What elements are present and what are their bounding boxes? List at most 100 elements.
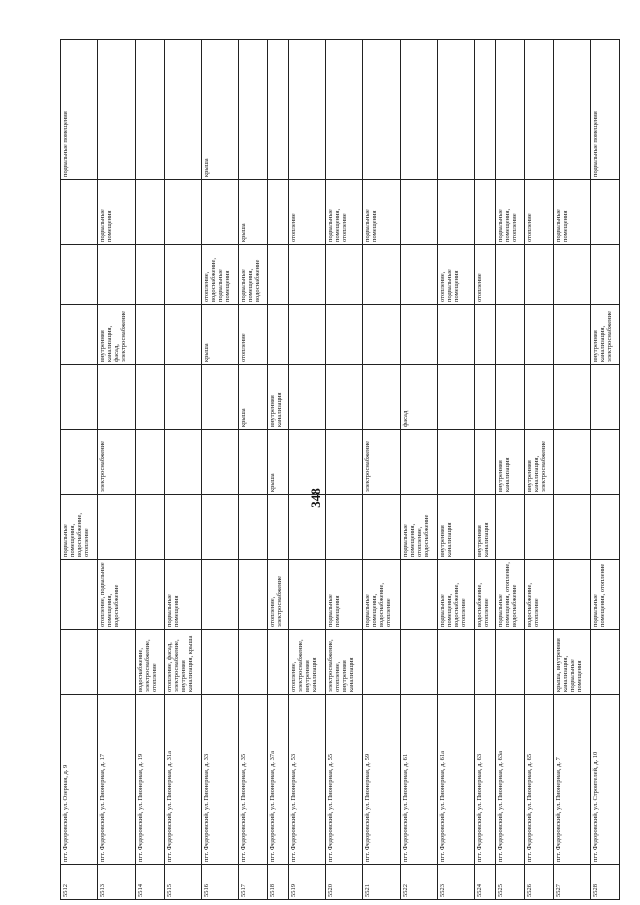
- table-row: 5523 пгт. Федоровский, ул. Пионерная, д. …: [437, 39, 475, 900]
- work-cell: фасад: [400, 364, 438, 430]
- work-cell: отопление: [474, 244, 496, 305]
- work-cell: подвальные помещения, водоснабжение, ото…: [437, 559, 475, 630]
- empty-cell: [267, 629, 289, 695]
- row-number: 5515: [164, 864, 202, 900]
- work-cell: водоснабжение, отопление: [524, 559, 554, 630]
- work-cell: внутренняя канализация: [437, 494, 475, 560]
- empty-cell: [362, 629, 401, 695]
- empty-cell: [590, 244, 620, 305]
- empty-cell: [474, 429, 496, 495]
- row-number: 5520: [325, 864, 363, 900]
- row-number: 5512: [60, 864, 98, 900]
- table-row: 5522 пгт. Федоровский, ул. Пионерная, д. …: [400, 39, 438, 900]
- table-row: 5513 пгт. Федоровский, ул. Пионерная, д. …: [97, 39, 136, 900]
- empty-cell: [474, 179, 496, 245]
- empty-cell: [325, 429, 363, 495]
- work-cell: подвальные помещения: [553, 179, 591, 245]
- empty-cell: [288, 559, 326, 630]
- empty-cell: [590, 364, 620, 430]
- row-number: 5526: [524, 864, 554, 900]
- empty-cell: [590, 629, 620, 695]
- address: пгт. Федоровский, ул. Пионерная, д. 7: [553, 694, 591, 865]
- address: пгт. Федоровский, ул. Пионерная, д. 61: [400, 694, 438, 865]
- empty-cell: [495, 244, 525, 305]
- empty-cell: [524, 39, 554, 180]
- empty-cell: [325, 494, 363, 560]
- empty-cell: [164, 39, 202, 180]
- table-row: 5525 пгт. Федоровский, ул. Пионерная, д. …: [495, 39, 525, 900]
- work-cell: подвальные помещения, водоснабжение, ото…: [60, 494, 98, 560]
- empty-cell: [135, 304, 165, 365]
- empty-cell: [135, 39, 165, 180]
- empty-cell: [474, 364, 496, 430]
- empty-cell: [553, 304, 591, 365]
- empty-cell: [97, 364, 136, 430]
- row-number: 5519: [288, 864, 326, 900]
- empty-cell: [201, 429, 239, 495]
- empty-cell: [474, 39, 496, 180]
- empty-cell: [201, 179, 239, 245]
- empty-cell: [238, 629, 268, 695]
- work-cell: подвальные помещения, отопление, водосна…: [495, 559, 525, 630]
- empty-cell: [437, 629, 475, 695]
- work-cell: электроснабжение: [362, 429, 401, 495]
- work-cell: подвальные помещения, отопление: [495, 179, 525, 245]
- table-row: 5520 пгт. Федоровский, ул. Пионерная, д. …: [325, 39, 363, 900]
- empty-cell: [474, 629, 496, 695]
- address: пгт. Федоровский, ул. Пионерная, д. 17: [97, 694, 136, 865]
- empty-cell: [135, 429, 165, 495]
- empty-cell: [164, 494, 202, 560]
- empty-cell: [495, 629, 525, 695]
- address: пгт. Федоровский, ул. Пионерная, д. 19: [135, 694, 165, 865]
- address: пгт. Федоровский, ул. Пионерная, д. 35: [238, 694, 268, 865]
- row-number: 5524: [474, 864, 496, 900]
- empty-cell: [400, 559, 438, 630]
- work-cell: отопление: [524, 179, 554, 245]
- address: пгт. Федоровский, ул. Пионерная, д. 63а: [495, 694, 525, 865]
- empty-cell: [437, 39, 475, 180]
- empty-cell: [60, 364, 98, 430]
- empty-cell: [238, 39, 268, 180]
- empty-cell: [60, 429, 98, 495]
- address: пгт. Федоровский, ул. Пионерная, д. 65: [524, 694, 554, 865]
- work-cell: подвальные помещения: [60, 39, 98, 180]
- empty-cell: [325, 304, 363, 365]
- empty-cell: [524, 364, 554, 430]
- empty-cell: [164, 304, 202, 365]
- empty-cell: [164, 429, 202, 495]
- row-number: 5521: [362, 864, 401, 900]
- table-row: 5527 пгт. Федоровский, ул. Пионерная, д. …: [553, 39, 591, 900]
- empty-cell: [97, 39, 136, 180]
- work-cell: подвальные помещения, водоснабжение, ото…: [362, 559, 401, 630]
- work-cell: подвальные помещения: [325, 559, 363, 630]
- work-cell: подвальные помещения, отопление: [325, 179, 363, 245]
- empty-cell: [524, 304, 554, 365]
- empty-cell: [267, 494, 289, 560]
- work-cell: внутренняя канализация, электроснабжение: [524, 429, 554, 495]
- work-cell: отопление, фасад, электроснабжение, внут…: [164, 629, 202, 695]
- empty-cell: [135, 494, 165, 560]
- empty-cell: [590, 429, 620, 495]
- empty-cell: [553, 494, 591, 560]
- empty-cell: [400, 244, 438, 305]
- empty-cell: [60, 244, 98, 305]
- work-cell: внутренняя канализация: [267, 364, 289, 430]
- work-cell: водоснабжение, электроснабжение, отоплен…: [135, 629, 165, 695]
- work-cell: отопление, подвальные помещения: [437, 244, 475, 305]
- empty-cell: [400, 304, 438, 365]
- empty-cell: [362, 494, 401, 560]
- table-row: 5516 пгт. Федоровский, ул. Пионерная, д. …: [201, 39, 239, 900]
- address: пгт. Федоровский, ул. Строителей, д. 10: [590, 694, 620, 865]
- empty-cell: [362, 39, 401, 180]
- empty-cell: [524, 629, 554, 695]
- empty-cell: [164, 179, 202, 245]
- empty-cell: [400, 629, 438, 695]
- row-number: 5517: [238, 864, 268, 900]
- address: пгт. Федоровский, ул. Пионерная, д. 53: [288, 694, 326, 865]
- empty-cell: [201, 364, 239, 430]
- empty-cell: [400, 179, 438, 245]
- row-number: 5527: [553, 864, 591, 900]
- row-number: 5514: [135, 864, 165, 900]
- row-number: 5523: [437, 864, 475, 900]
